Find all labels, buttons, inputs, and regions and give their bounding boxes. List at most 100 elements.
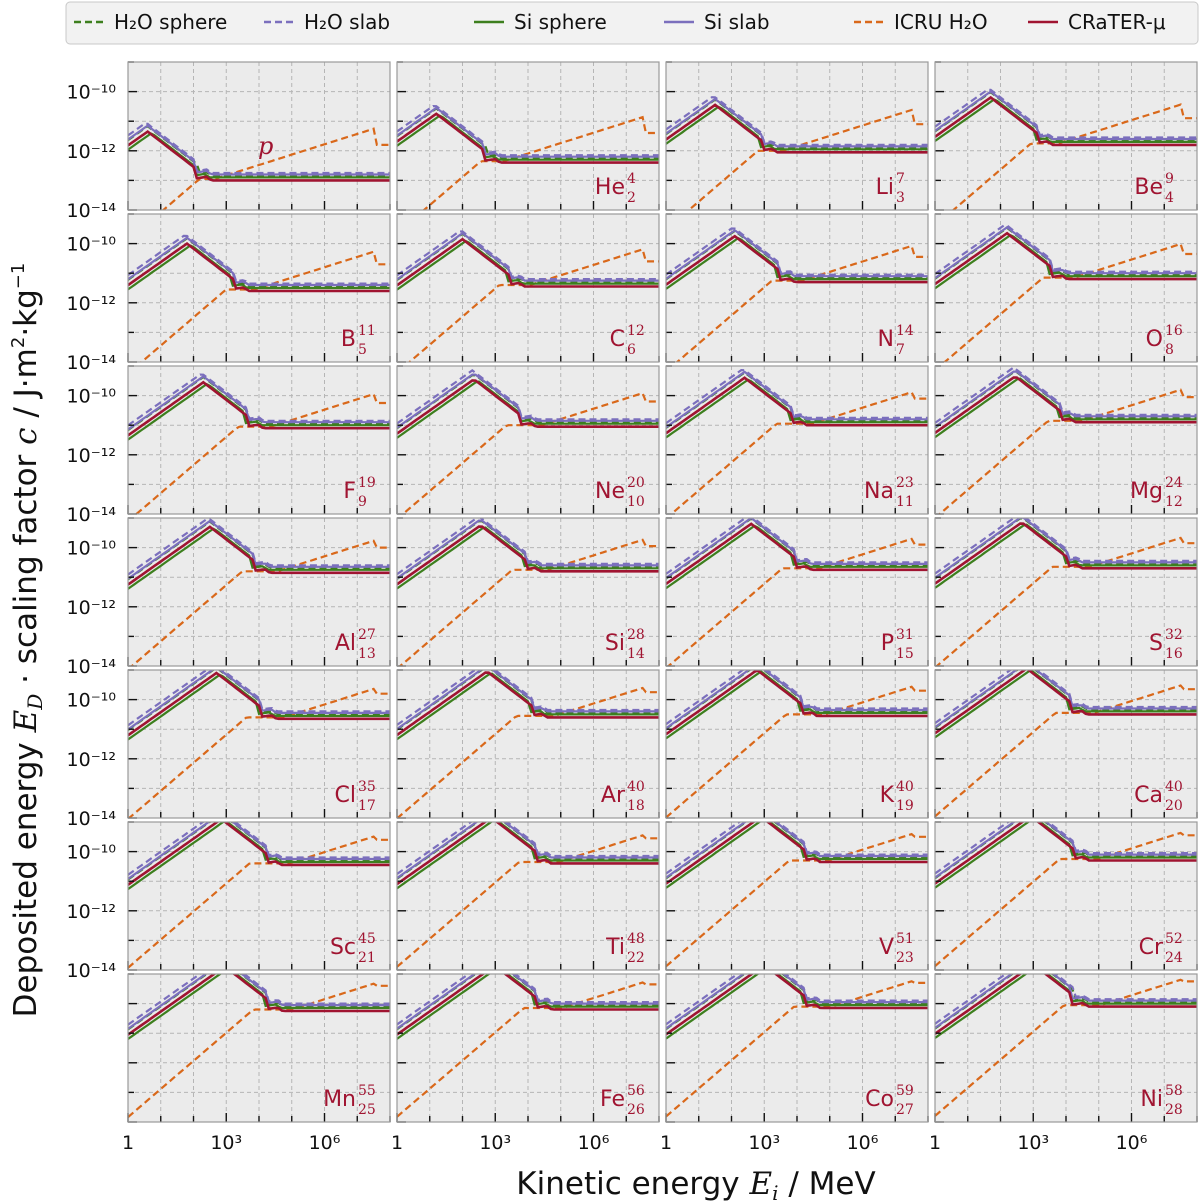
series-line [397, 822, 659, 880]
series-line-icru-h2o [397, 686, 659, 818]
x-tick-label: 1 [122, 1132, 134, 1154]
mass-number: 27 [358, 627, 376, 643]
panel-frame [127, 365, 391, 515]
panel-grid-lines [935, 822, 1197, 970]
legend-entry: H₂O sphere [74, 10, 227, 34]
series-line [666, 234, 928, 286]
panel-frame [396, 669, 660, 819]
mass-number: 24 [1165, 475, 1183, 491]
series-line [935, 377, 1197, 439]
series-line-icru-h2o [935, 831, 1197, 967]
series-line-icru-h2o [666, 832, 928, 968]
panel-frame [934, 365, 1198, 515]
atomic-number: 5 [358, 342, 367, 358]
element-symbol: K [880, 783, 895, 808]
panel-label: N 14 7 [878, 323, 914, 358]
series-line [397, 822, 659, 875]
atomic-number: 8 [1165, 342, 1174, 358]
panel-label: Ca 40 20 [1134, 779, 1183, 814]
series-line [666, 670, 928, 736]
panel-ticks [665, 821, 929, 971]
panel: Si 28 14 [396, 517, 660, 667]
series-line [666, 236, 928, 290]
series-line [397, 822, 659, 886]
mass-number: 40 [1165, 779, 1183, 795]
element-symbol: Ti [605, 935, 625, 960]
panel-label: Mn 55 25 [323, 1083, 376, 1118]
series-line [128, 822, 390, 876]
series-line [666, 822, 928, 885]
atomic-number: 24 [1165, 950, 1183, 966]
mass-number: 28 [627, 627, 645, 643]
series-line [128, 124, 390, 176]
series-line [666, 368, 928, 425]
series-line [397, 519, 659, 580]
series-line [935, 822, 1197, 885]
series-line-icru-h2o [128, 982, 390, 1118]
panel-label: p [258, 132, 273, 160]
series-line [397, 107, 659, 160]
series-line [666, 670, 928, 730]
panel-label: Al 27 13 [335, 627, 376, 662]
x-tick-label: 1 [391, 1132, 403, 1154]
panel-frame [396, 213, 660, 363]
y-tick-label: 10⁻¹⁰ [67, 82, 116, 104]
panel-label: Mg 24 12 [1130, 475, 1183, 510]
panel-grid-lines [397, 670, 659, 818]
legend-entry: ICRU H₂O [854, 10, 988, 34]
series-line [128, 670, 390, 731]
series-line [128, 671, 390, 737]
series-line [935, 822, 1197, 880]
series-line [128, 380, 390, 437]
series-line [397, 671, 659, 737]
legend-label: Si slab [704, 10, 770, 34]
series-line [397, 670, 659, 731]
panel: K 40 19 [665, 669, 929, 819]
legend-entry: Si slab [664, 10, 770, 34]
element-symbol: P [881, 631, 894, 656]
atomic-number: 9 [358, 494, 367, 510]
element-symbol: Mn [323, 1087, 356, 1112]
atomic-number: 13 [358, 646, 376, 662]
series-line [935, 822, 1197, 875]
mass-number: 31 [896, 627, 914, 643]
legend-entry: CRaTER-μ [1028, 10, 1166, 34]
element-symbol: Ca [1134, 783, 1163, 808]
panel-frame [665, 365, 929, 515]
series-line [397, 822, 659, 880]
mass-number: 7 [896, 171, 905, 187]
series-line-icru-h2o [666, 685, 928, 818]
series-line [128, 974, 390, 1036]
series-line [935, 518, 1197, 579]
mass-number: 59 [896, 1083, 914, 1099]
element-symbol: S [1149, 631, 1163, 656]
y-tick-label: 10⁻¹⁴ [67, 504, 117, 526]
mass-number: 4 [627, 171, 636, 187]
panel-label: S 32 16 [1149, 627, 1183, 662]
element-symbol: Cl [335, 783, 356, 808]
panel-label: Ti 48 22 [605, 931, 645, 966]
series-line [397, 974, 659, 1036]
panel: Li 7 3 [665, 61, 929, 211]
panel-frame [665, 821, 929, 971]
element-symbol: Co [865, 1087, 894, 1112]
atomic-number: 27 [896, 1102, 914, 1118]
x-tick-label: 10⁶ [847, 1132, 879, 1154]
series-line [128, 525, 390, 586]
series-line [935, 90, 1197, 141]
panel-frame [396, 517, 660, 667]
series-line [128, 122, 390, 175]
series-line [935, 366, 1197, 424]
atomic-number: 19 [896, 798, 914, 814]
atomic-number: 28 [1165, 1102, 1183, 1118]
legend-label: CRaTER-μ [1068, 10, 1166, 34]
atomic-number: 22 [627, 950, 645, 966]
mass-number: 20 [627, 475, 645, 491]
series-line [397, 974, 659, 1026]
series-line [397, 379, 659, 435]
series-line-icru-h2o [422, 115, 659, 210]
panel: Ne 20 10 [396, 365, 660, 515]
element-symbol: Fe [600, 1087, 625, 1112]
series-line [935, 518, 1197, 575]
